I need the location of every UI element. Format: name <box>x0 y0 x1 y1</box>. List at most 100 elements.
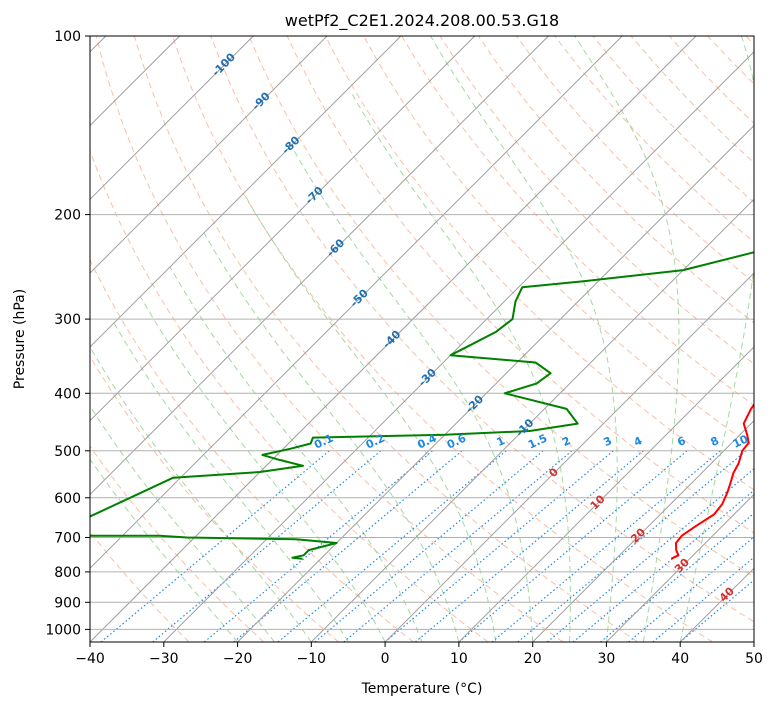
mixing-ratio-line <box>152 450 382 642</box>
isotherm-line <box>458 346 754 642</box>
pressure-gridlines <box>90 36 754 630</box>
y-tick-label: 200 <box>54 208 81 224</box>
dry-adiabat-line <box>516 36 754 284</box>
x-tick-label: −20 <box>223 651 253 667</box>
moist-adiabat-line <box>351 93 571 642</box>
mixing-ratio-line <box>600 512 754 642</box>
moist-adiabat-line <box>90 347 312 642</box>
temperature-line <box>670 403 754 560</box>
mixing-ratio-label: 0.2 <box>364 432 387 452</box>
y-tick-label: 500 <box>54 444 81 460</box>
isotherm-line <box>384 272 754 642</box>
dry-adiabats <box>90 36 754 642</box>
y-tick-label: 900 <box>54 595 81 611</box>
moist-adiabat-line <box>244 194 497 642</box>
y-tick-label: 300 <box>54 312 81 328</box>
y-tick-label: 1000 <box>45 622 81 638</box>
mixing-ratio-label: 1.5 <box>526 432 549 452</box>
y-tick-label: 400 <box>54 386 81 402</box>
x-tick-label: 30 <box>597 651 615 667</box>
isotherm-line <box>237 124 754 642</box>
mixing-ratio-line <box>100 450 330 642</box>
dry-adiabat-line <box>90 258 414 642</box>
moist-adiabat-line <box>679 36 754 642</box>
isotherm-line <box>90 36 476 422</box>
moist-adiabat-line <box>430 36 618 642</box>
isotherm-line <box>90 36 697 642</box>
isotherm-line <box>753 641 754 642</box>
x-tick-label: −30 <box>149 651 179 667</box>
plot-frame <box>89 35 755 643</box>
moist-adiabat-line <box>292 148 534 642</box>
x-tick-label: 40 <box>671 651 689 667</box>
y-axis-label: Pressure (hPa) <box>12 289 28 389</box>
dry-adiabat-line <box>592 36 754 203</box>
isotherm-line <box>679 567 754 642</box>
mixing-ratio-lines <box>100 450 754 642</box>
dewpoint-line <box>90 251 754 560</box>
moist-adiabat-line <box>113 323 349 642</box>
moist-adiabat-line <box>574 36 680 642</box>
y-axis-ticks: 100 200 300 400 500 600 700 800 900 1000 <box>45 29 90 638</box>
moist-adiabats <box>90 36 754 642</box>
x-tick-label: 10 <box>450 651 468 667</box>
y-tick-label: 600 <box>54 491 81 507</box>
dry-adiabat-line <box>707 36 754 85</box>
isotherm-line <box>90 36 623 569</box>
isotherm-label: -70 <box>303 184 326 207</box>
moist-adiabat-line <box>203 233 460 642</box>
moist-adiabat-line <box>90 405 275 642</box>
mixing-ratio-label: 1 <box>495 434 507 449</box>
isotherm-line <box>163 51 754 642</box>
dry-adiabat-line <box>324 36 754 491</box>
mixing-ratio-line <box>572 489 754 642</box>
dry-adiabat-line <box>630 36 754 164</box>
chart-title: wetPf2_C2E1.2024.208.00.53.G18 <box>285 11 559 31</box>
dry-adiabat-line <box>90 149 489 642</box>
isotherm-line <box>532 419 754 642</box>
plot-area: 0.10.20.40.611.52346810131620253036-100-… <box>90 36 775 642</box>
dry-adiabat-line <box>668 36 754 124</box>
isotherm-line <box>90 36 254 201</box>
isotherm-label: 20 <box>628 525 648 545</box>
dry-adiabat-line <box>133 36 639 642</box>
mixing-ratio-line <box>415 450 644 642</box>
moist-adiabat-line <box>140 296 386 642</box>
x-tick-label: 50 <box>745 651 763 667</box>
mixing-ratio-line <box>547 468 754 642</box>
mixing-ratio-line <box>384 450 614 642</box>
dry-adiabat-line <box>745 36 754 46</box>
dry-adiabat-line <box>554 36 754 243</box>
x-tick-label: 20 <box>524 651 542 667</box>
mixing-ratio-label: 8 <box>709 434 721 449</box>
mixing-ratio-line <box>628 536 754 642</box>
isotherm-line <box>90 36 328 274</box>
x-tick-label: −10 <box>297 651 327 667</box>
mixing-ratio-line <box>517 450 747 642</box>
mixing-ratio-label: 0.1 <box>312 432 335 452</box>
y-tick-label: 700 <box>54 531 81 547</box>
mixing-ratio-line <box>458 450 688 642</box>
x-axis-label: Temperature (°C) <box>361 681 483 697</box>
mixing-ratio-line <box>491 450 721 642</box>
dry-adiabat-line <box>172 36 713 642</box>
isotherm-line <box>90 36 549 496</box>
mixing-ratio-label: 13 <box>760 433 775 451</box>
dry-adiabat-line <box>439 36 754 365</box>
mixing-ratio-label: 3 <box>602 434 614 449</box>
y-tick-label: 100 <box>54 29 81 45</box>
isotherm-line <box>606 493 754 642</box>
dry-adiabat-line <box>248 36 754 578</box>
moist-adiabat-line <box>169 266 423 642</box>
mixing-ratio-line <box>233 450 463 642</box>
isotherm-line <box>90 36 402 348</box>
mixing-ratio-label: 2 <box>560 434 572 449</box>
mixing-ratio-line <box>204 450 433 642</box>
mixing-ratio-line <box>679 579 754 642</box>
mixing-ratio-label: 4 <box>632 434 645 449</box>
moist-adiabat-line <box>90 458 238 642</box>
y-tick-label: 800 <box>54 565 81 581</box>
x-axis-ticks: −40 −30 −20 −10 0 10 20 30 40 50 <box>75 642 763 667</box>
mixing-ratio-label: 10 <box>731 432 751 450</box>
